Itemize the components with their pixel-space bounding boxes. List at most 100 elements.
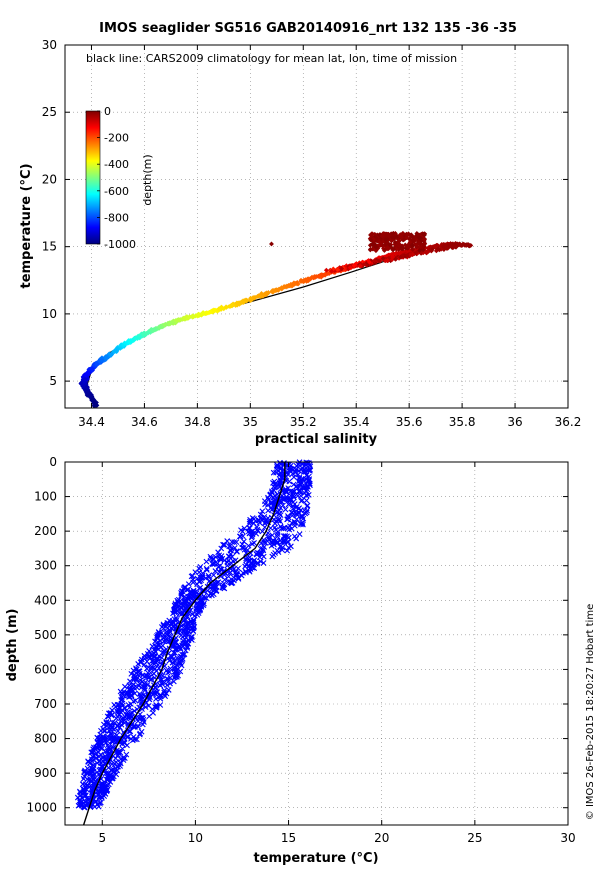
profile-point <box>278 464 285 471</box>
profile-point <box>120 692 127 699</box>
profile-point <box>203 565 210 572</box>
profile-point <box>166 657 173 664</box>
ts-point <box>390 230 396 236</box>
profile-point <box>305 491 312 498</box>
profile-point <box>290 488 296 495</box>
profile-point <box>217 573 224 580</box>
profile-point <box>297 487 303 494</box>
ts-point <box>421 231 426 237</box>
ts-point <box>417 248 422 253</box>
profile-point <box>197 597 204 604</box>
profile-point <box>305 477 312 484</box>
profile-point <box>265 534 272 541</box>
profile-point <box>158 644 165 651</box>
profile-point <box>145 653 152 660</box>
profile-point <box>268 488 275 495</box>
ts-point <box>145 330 151 336</box>
profile-point <box>148 676 155 683</box>
profile-point <box>163 667 170 674</box>
ts-point <box>380 255 386 261</box>
ts-point <box>450 242 456 248</box>
ts-point <box>224 304 230 310</box>
depth-colorbar: 0 -200 -400 -600 -800 -1000 depth(m) <box>85 105 154 251</box>
profile-point <box>277 459 283 466</box>
profile-point <box>291 522 298 529</box>
profile-point <box>190 587 197 594</box>
profile-point <box>107 726 114 733</box>
profile-point <box>145 674 152 681</box>
profile-point <box>103 788 110 795</box>
profile-point <box>264 538 271 545</box>
profile-point <box>173 672 180 678</box>
ts-point <box>241 299 247 305</box>
profile-point <box>260 553 267 560</box>
ts-point <box>259 291 264 296</box>
profile-point <box>233 539 240 546</box>
profile-point <box>210 572 217 578</box>
ts-xtick-label: 36 <box>507 415 522 429</box>
ts-point <box>389 234 395 240</box>
profile-climatology-line <box>82 462 286 826</box>
ts-point <box>373 248 379 254</box>
profile-point <box>246 567 252 574</box>
ts-point <box>89 366 95 372</box>
profile-point <box>265 496 272 503</box>
profile-point <box>173 662 180 669</box>
profile-point <box>279 547 286 553</box>
profile-point <box>102 753 108 759</box>
profile-point <box>128 735 134 742</box>
profile-point <box>277 543 284 550</box>
profile-point <box>125 702 132 708</box>
profile-point <box>128 670 135 677</box>
profile-point <box>104 713 111 720</box>
ts-xtick-label: 34.8 <box>184 415 211 429</box>
profile-ytick-label: 100 <box>34 490 57 504</box>
profile-point <box>234 548 240 555</box>
ts-point <box>307 276 313 282</box>
profile-point <box>201 588 208 595</box>
profile-point <box>106 728 113 734</box>
ts-point <box>416 241 422 247</box>
profile-point <box>88 756 95 763</box>
ts-xtick-label: 35.6 <box>396 415 423 429</box>
profile-point <box>259 508 266 515</box>
colorbar-tick-label: -1000 <box>104 238 136 251</box>
ts-point <box>424 249 430 255</box>
profile-point <box>85 770 92 777</box>
profile-point <box>253 530 260 537</box>
profile-point <box>117 759 123 766</box>
profile-point <box>194 581 200 588</box>
ts-xtick-label: 36.2 <box>555 415 582 429</box>
profile-point <box>181 625 188 632</box>
profile-point <box>96 743 102 750</box>
profile-ytick-label: 300 <box>34 559 57 573</box>
profile-point <box>285 514 292 521</box>
ts-point <box>404 233 410 238</box>
profile-point <box>248 559 254 566</box>
profile-point <box>284 538 291 545</box>
profile-point <box>306 480 313 487</box>
profile-point <box>275 549 282 556</box>
profile-point <box>229 553 235 560</box>
ts-point <box>84 384 90 390</box>
profile-point <box>259 546 266 552</box>
profile-point <box>181 632 188 639</box>
profile-point <box>220 584 226 591</box>
profile-point <box>260 560 267 566</box>
profile-point <box>182 584 189 590</box>
profile-point <box>212 554 219 560</box>
profile-xtick-label: 5 <box>98 831 106 845</box>
profile-point <box>178 662 185 669</box>
ts-point <box>249 296 255 302</box>
ts-point <box>399 244 405 250</box>
ts-point <box>252 295 258 300</box>
profile-point <box>218 553 225 559</box>
ts-point <box>357 263 363 269</box>
profile-point <box>283 493 290 500</box>
profile-point <box>104 777 111 783</box>
ts-point <box>461 242 467 248</box>
ts-point <box>369 241 375 247</box>
profile-point <box>97 740 104 746</box>
profile-point <box>187 618 194 625</box>
profile-point <box>296 531 303 537</box>
